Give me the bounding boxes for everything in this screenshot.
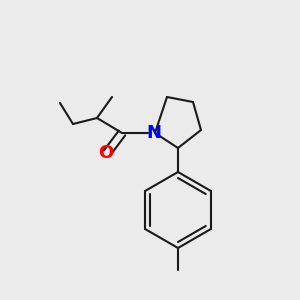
Text: O: O — [98, 144, 114, 162]
Text: N: N — [146, 124, 161, 142]
